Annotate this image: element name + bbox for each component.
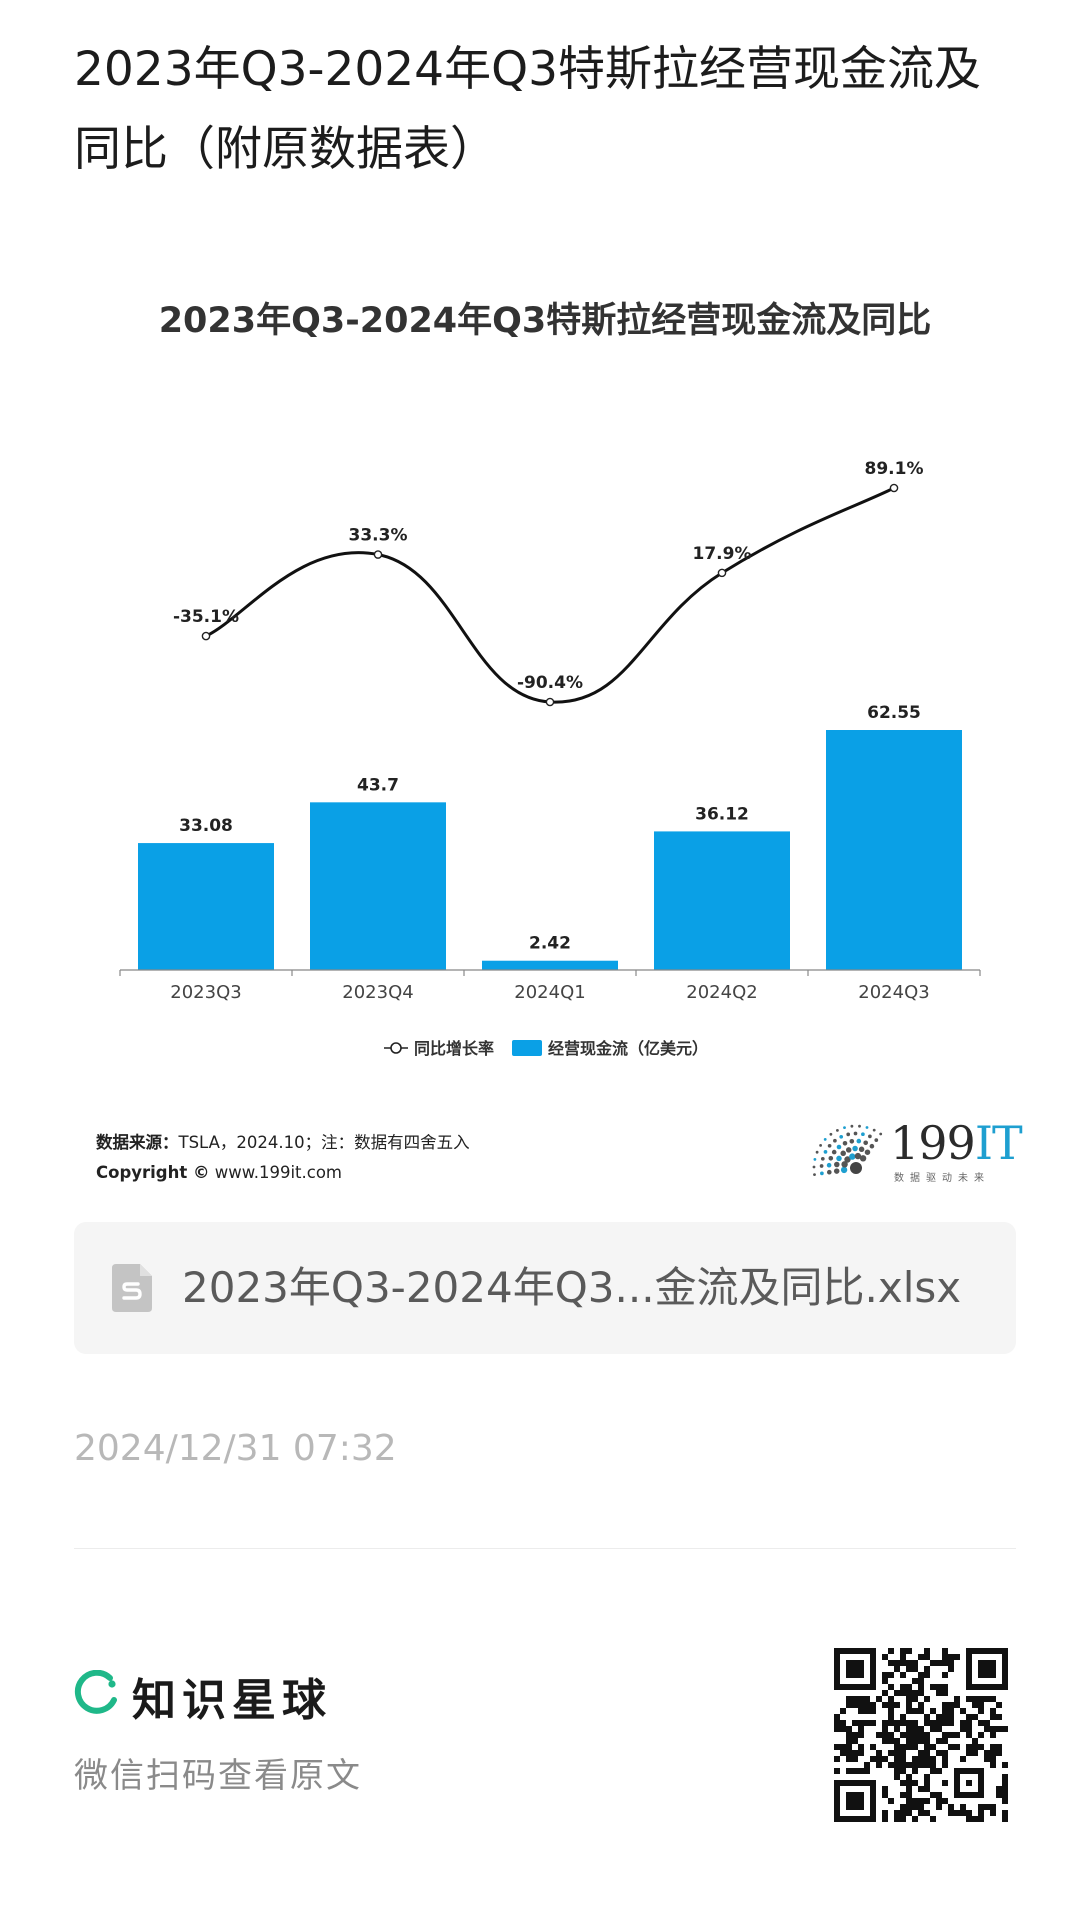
page-title: 2023年Q3-2024年Q3特斯拉经营现金流及同比（附原数据表） [74, 42, 981, 177]
qr-code-icon[interactable] [834, 1648, 1008, 1822]
legend-label-cashflow: 经营现金流（亿美元） [548, 1039, 708, 1058]
logo-tagline: 数据驱动未来 [894, 1173, 990, 1184]
x-tick-label: 2024Q1 [514, 982, 585, 1003]
bar-2023Q3 [138, 843, 274, 970]
source-text: TSLA，2024.10；注：数据有四舍五入 [178, 1133, 470, 1152]
bar-2023Q4 [310, 802, 446, 970]
zsxq-logo-icon [74, 1670, 117, 1714]
bar-value-label: 62.55 [867, 703, 921, 723]
bar-value-label: 2.42 [529, 934, 571, 954]
bar-2024Q3 [826, 730, 962, 970]
attachment-filename: 2023年Q3-2024年Q3...金流及同比.xlsx [182, 1263, 962, 1312]
legend-line-marker [390, 1042, 402, 1054]
line-point-2024Q3 [889, 483, 899, 493]
chart-legend: 同比增长率 经营现金流（亿美元） [384, 1039, 708, 1058]
x-tick-label: 2023Q3 [170, 982, 241, 1003]
bar-value-label: 36.12 [695, 804, 749, 824]
bar-value-label: 43.7 [357, 775, 399, 795]
logo-dots-icon [812, 1124, 883, 1176]
publish-time: 2024/12/31 07:32 [74, 1428, 397, 1469]
spreadsheet-file-icon [112, 1264, 152, 1312]
attachment-card[interactable]: 2023年Q3-2024年Q3...金流及同比.xlsx [74, 1222, 1016, 1354]
line-point-2023Q4 [373, 550, 383, 559]
line-point-2023Q3 [201, 631, 211, 641]
line-value-label: -90.4% [517, 673, 583, 693]
chart-title: 2023年Q3-2024年Q3特斯拉经营现金流及同比 [159, 300, 932, 341]
yoy-growth-line [205, 486, 895, 704]
x-tick-label: 2024Q2 [686, 982, 757, 1003]
legend-label-yoy: 同比增长率 [414, 1039, 494, 1058]
chart-container: 2023年Q3-2024年Q3特斯拉经营现金流及同比 33.08 43.7 2.42… [0, 280, 1080, 1210]
line-value-label: -35.1% [173, 607, 239, 627]
bar-2024Q2 [654, 831, 790, 970]
line-value-label: 17.9% [693, 544, 752, 564]
divider [74, 1548, 1016, 1549]
logo-wordmark: 199IT [890, 1116, 1023, 1170]
x-tick-label: 2024Q3 [858, 982, 929, 1003]
brand-name: 知识星球 [132, 1675, 332, 1726]
x-tick-label: 2023Q4 [342, 982, 413, 1003]
source-label: 数据来源： [96, 1133, 179, 1152]
chart-svg: 2023年Q3-2024年Q3特斯拉经营现金流及同比 33.08 43.7 2.42… [119, 300, 981, 1058]
copyright-site: www.199it.com [214, 1163, 342, 1182]
bars-layer: 33.08 43.7 2.42 36.12 62.55 [138, 703, 962, 970]
line-value-label: 89.1% [865, 459, 924, 479]
line-value-label: 33.3% [349, 526, 408, 546]
line-layer: -35.1% 33.3% -90.4% 17.9% 89.1% [173, 459, 924, 707]
scan-hint: 微信扫码查看原文 [74, 1756, 362, 1796]
legend-bar-swatch [512, 1040, 542, 1056]
line-point-2024Q2 [717, 568, 727, 578]
line-point-2024Q1 [545, 697, 555, 707]
bar-2024Q1 [482, 960, 618, 970]
bar-value-label: 33.08 [179, 816, 233, 836]
source-note: 数据来源：TSLA，2024.10；注：数据有四舍五入 Copyright © … [96, 1128, 470, 1188]
logo-199it: 199IT 数据驱动未来 [812, 1112, 1023, 1188]
copyright-label: Copyright © [96, 1163, 210, 1182]
x-axis: 2023Q3 2023Q4 2024Q1 2024Q2 2024Q3 [119, 969, 981, 1003]
